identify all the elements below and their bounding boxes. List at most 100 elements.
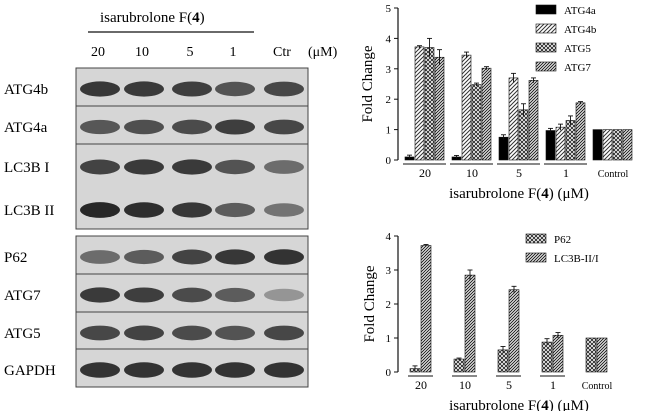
y-tick-label: 1 xyxy=(386,125,392,137)
blot-band xyxy=(124,202,164,218)
bar xyxy=(541,341,553,373)
blot-band xyxy=(264,203,304,217)
blot-band xyxy=(264,119,304,135)
blot-band xyxy=(124,362,164,378)
lane-label: 5 xyxy=(187,45,194,60)
blot-band xyxy=(215,325,255,341)
category-label: 10 xyxy=(459,378,471,392)
blot-band xyxy=(215,287,255,303)
category-label: 10 xyxy=(466,166,478,180)
bar xyxy=(414,46,425,161)
bar xyxy=(602,129,613,161)
legend-swatch xyxy=(525,252,547,263)
bar xyxy=(575,102,586,161)
y-tick-label: 2 xyxy=(386,299,392,311)
blot-band xyxy=(264,81,304,97)
bar xyxy=(453,358,465,373)
x-axis-label: isarubrolone F(4) (μM) xyxy=(449,186,589,202)
blot-band xyxy=(124,287,164,303)
protein-label: ATG7 xyxy=(4,288,41,304)
blot-band xyxy=(80,362,120,378)
blot-band xyxy=(215,249,255,265)
protein-label: ATG4a xyxy=(4,120,48,136)
protein-label: LC3B I xyxy=(4,160,49,176)
blot-band xyxy=(80,202,120,218)
bar xyxy=(498,136,509,161)
y-tick-label: 3 xyxy=(386,64,392,76)
blot-band xyxy=(215,202,255,218)
y-axis-label: Fold Change xyxy=(362,265,378,342)
category-label: 5 xyxy=(516,166,522,180)
blot-band xyxy=(80,250,120,264)
western-blot-panel: isarubrolone F(4) (μM) 20 10 5 1 Ctr ATG4b AT… xyxy=(4,10,338,388)
blot-band xyxy=(172,202,212,218)
y-tick-label: 3 xyxy=(386,265,392,277)
blot-band xyxy=(80,287,120,303)
chart-atg-fold-change: 0 1 2 3 4 5 Fold Change 20 10 5 1 Control isarubrolo… xyxy=(360,3,633,202)
legend-swatch xyxy=(535,42,557,53)
blot-band xyxy=(264,160,304,174)
lane-label: 20 xyxy=(91,45,105,60)
lane-label: 1 xyxy=(230,45,237,60)
bar xyxy=(565,120,576,161)
bar xyxy=(461,54,472,161)
y-tick-label: 4 xyxy=(386,33,392,45)
protein-label: LC3B II xyxy=(4,203,54,219)
blot-band xyxy=(80,325,120,341)
lane-unit: (μM) xyxy=(308,45,338,60)
blot-band xyxy=(264,249,304,265)
category-label: 5 xyxy=(506,378,512,392)
y-tick-label: 0 xyxy=(386,155,392,167)
category-label: Control xyxy=(582,381,613,392)
bar xyxy=(464,274,476,373)
bar xyxy=(508,77,519,161)
blot-band xyxy=(172,249,212,265)
blot-band xyxy=(124,81,164,97)
blot-band xyxy=(215,81,255,97)
bar xyxy=(528,80,539,161)
blot-band xyxy=(172,325,212,341)
legend-swatch xyxy=(525,233,547,244)
protein-label: P62 xyxy=(4,250,27,266)
blot-band xyxy=(80,119,120,135)
bar xyxy=(471,84,482,161)
blot-band xyxy=(124,249,164,265)
y-tick-label: 5 xyxy=(386,3,392,15)
blot-band xyxy=(264,288,304,302)
legend-label: P62 xyxy=(554,234,571,246)
bar xyxy=(434,56,445,161)
y-axis-label: Fold Change xyxy=(360,45,376,122)
blot-band xyxy=(80,159,120,175)
blot-band xyxy=(80,81,120,97)
y-tick-label: 4 xyxy=(386,231,392,243)
blot-band xyxy=(215,159,255,175)
legend-label: ATG4b xyxy=(564,24,597,36)
y-tick-label: 0 xyxy=(386,367,392,379)
bar xyxy=(518,109,529,161)
chart-p62-lc3b-fold-change: 0 1 2 3 4 Fold Change 20 10 5 1 Control isarubrolon… xyxy=(362,231,612,411)
legend-swatch xyxy=(535,61,557,72)
category-label: Control xyxy=(598,169,629,180)
bar xyxy=(508,289,520,373)
blot-band xyxy=(264,362,304,378)
blot-band xyxy=(172,362,212,378)
lane-label: Ctr xyxy=(273,45,291,60)
category-label: 1 xyxy=(563,166,569,180)
bar xyxy=(585,337,597,373)
blot-band xyxy=(172,159,212,175)
blot-band xyxy=(124,119,164,135)
category-label: 1 xyxy=(550,378,556,392)
legend-label: ATG4a xyxy=(564,5,596,17)
protein-label: GAPDH xyxy=(4,363,56,379)
y-tick-label: 2 xyxy=(386,94,392,106)
bar xyxy=(420,245,432,373)
blot-treatment-title: isarubrolone F(4) xyxy=(100,10,205,26)
legend-label: LC3B-II/I xyxy=(554,253,599,265)
legend-swatch xyxy=(535,4,557,15)
blot-band xyxy=(215,119,255,135)
protein-label: ATG5 xyxy=(4,326,41,342)
blot-band xyxy=(172,81,212,97)
legend-label: ATG7 xyxy=(564,62,591,74)
y-tick-label: 1 xyxy=(386,333,392,345)
category-label: 20 xyxy=(415,378,427,392)
